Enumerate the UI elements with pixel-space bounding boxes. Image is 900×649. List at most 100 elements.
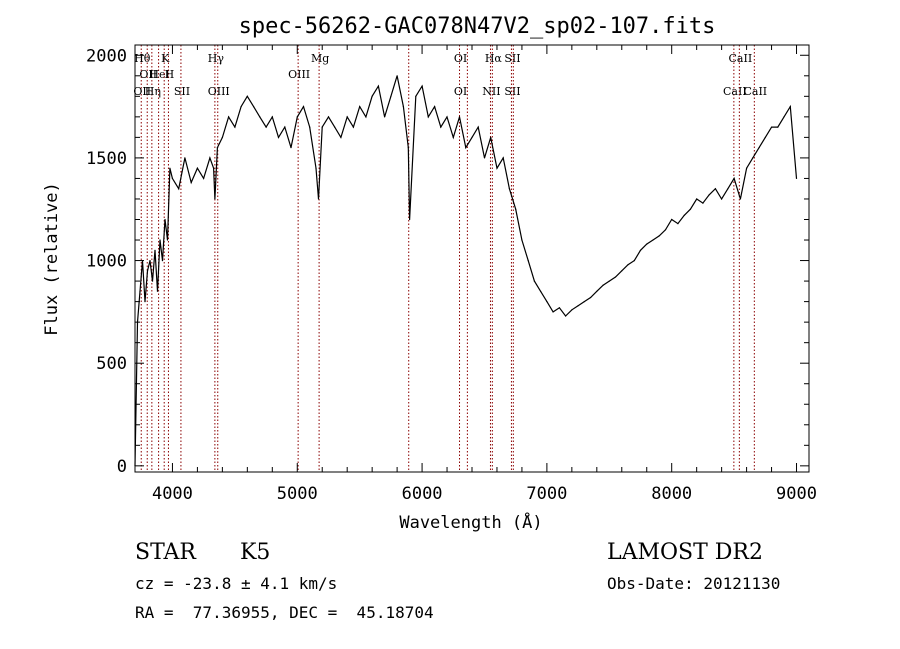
data-point — [390, 95, 392, 97]
data-point — [139, 290, 141, 292]
x-tick-label: 5000 — [277, 484, 318, 504]
data-point — [216, 147, 218, 149]
data-point — [228, 116, 230, 118]
y-tick-label: 1500 — [86, 149, 127, 169]
line-label-bottom: OII — [139, 68, 157, 81]
x-tick-label: 7000 — [526, 484, 567, 504]
plot-frame — [134, 44, 810, 473]
data-point — [590, 296, 592, 299]
obs-date: Obs-Date: 20121130 — [607, 574, 781, 593]
data-point — [614, 276, 617, 278]
data-point — [627, 264, 629, 266]
data-point — [302, 106, 305, 108]
data-point — [596, 290, 598, 292]
line-label-bottom: H — [165, 68, 175, 81]
data-point — [296, 116, 298, 118]
x-axis: 4000 5000 6000 7000 8000 9000 — [152, 45, 817, 504]
data-point — [407, 147, 409, 149]
data-point — [156, 290, 159, 292]
data-point — [221, 136, 223, 138]
data-point — [154, 249, 156, 251]
data-point — [621, 270, 623, 272]
data-point — [652, 239, 654, 241]
data-point — [209, 157, 211, 159]
data-point — [702, 202, 704, 204]
line-label-top: OI — [454, 52, 467, 65]
data-point — [144, 301, 146, 303]
data-point — [146, 270, 149, 272]
data-point — [396, 75, 398, 77]
data-point — [789, 106, 791, 108]
line-label-top: Hα — [485, 52, 503, 65]
data-point — [213, 167, 215, 169]
data-point — [508, 188, 510, 190]
data-point — [240, 106, 242, 108]
data-point — [277, 136, 280, 138]
y-tick-label: 1000 — [86, 252, 127, 272]
y-tick-label: 2000 — [86, 46, 127, 66]
ra-dec: RA = 77.36955, DEC = 45.18704 — [135, 603, 434, 622]
line-label-bottom: Hη — [145, 85, 161, 98]
data-point — [689, 208, 692, 210]
data-point — [365, 116, 367, 118]
data-point — [752, 157, 754, 159]
data-point — [415, 95, 417, 97]
line-label-bottom: NII — [482, 85, 500, 98]
data-point — [683, 214, 685, 216]
data-point — [169, 167, 171, 169]
data-point — [440, 126, 442, 128]
data-point — [496, 167, 498, 169]
data-point — [521, 239, 523, 241]
data-point — [359, 106, 361, 108]
survey-name: LAMOST DR2 — [607, 540, 763, 565]
line-label-bottom: OI — [454, 85, 467, 98]
data-point — [384, 116, 386, 118]
data-point — [658, 235, 660, 237]
data-point — [533, 280, 536, 282]
data-point — [421, 85, 423, 87]
data-point — [558, 307, 561, 309]
data-point — [571, 309, 573, 311]
line-label-bottom: CaII — [723, 85, 747, 98]
data-point — [149, 260, 151, 262]
data-point — [178, 188, 180, 190]
data-point — [727, 188, 729, 190]
data-point — [346, 116, 348, 118]
data-point — [758, 147, 760, 149]
data-point — [708, 194, 710, 196]
data-point — [246, 95, 248, 97]
data-point — [602, 284, 604, 286]
data-point — [452, 136, 454, 138]
data-point — [427, 116, 429, 118]
line-label-top: CaII — [729, 52, 753, 65]
data-point — [795, 177, 798, 179]
data-point — [284, 126, 286, 128]
data-point — [253, 106, 255, 108]
data-point — [465, 147, 467, 149]
y-axis-label: Flux (relative) — [42, 182, 62, 336]
data-point — [184, 157, 186, 159]
data-point — [234, 126, 236, 128]
line-label-top: SII — [504, 52, 520, 65]
data-point — [733, 177, 735, 179]
data-point — [371, 95, 373, 97]
data-point — [639, 249, 642, 251]
data-point — [552, 311, 554, 313]
data-point — [764, 136, 766, 138]
line-label-bottom: SII — [504, 85, 520, 98]
x-tick-label: 9000 — [776, 484, 817, 504]
line-label-bottom: SII — [174, 85, 190, 98]
series-group — [134, 75, 798, 467]
data-point — [434, 106, 436, 108]
data-point — [402, 106, 404, 108]
data-point — [161, 260, 164, 262]
data-point — [515, 208, 517, 210]
line-label-bottom: CaII — [743, 85, 767, 98]
data-point — [458, 116, 461, 118]
data-point — [377, 85, 379, 87]
line-label-top: Hθ — [134, 52, 151, 65]
data-point — [265, 126, 267, 128]
line-label-bottom: OIII — [208, 85, 230, 98]
